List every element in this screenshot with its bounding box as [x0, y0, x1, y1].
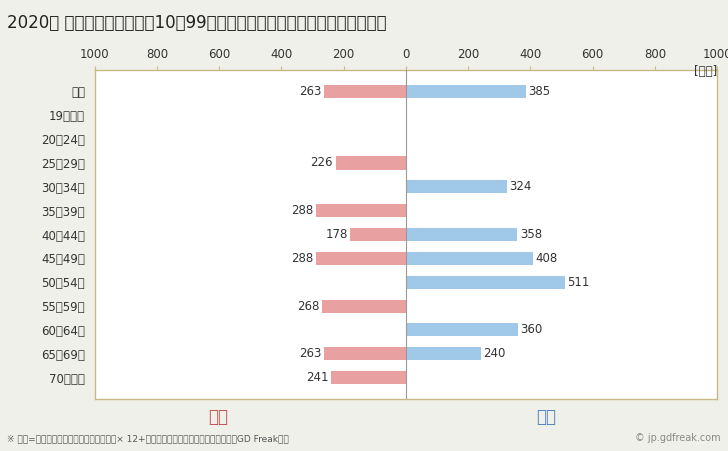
Text: 2020年 民間企業（従業者数10～99人）フルタイム労働者の男女別平均年収: 2020年 民間企業（従業者数10～99人）フルタイム労働者の男女別平均年収 [7, 14, 387, 32]
Text: [万円]: [万円] [694, 65, 717, 78]
Text: 241: 241 [306, 371, 328, 384]
Bar [406, 276, 565, 289]
Text: 240: 240 [483, 347, 505, 360]
Bar [316, 252, 406, 265]
Text: 511: 511 [567, 276, 590, 289]
Text: 263: 263 [299, 347, 322, 360]
Text: 268: 268 [298, 299, 320, 313]
Bar [323, 299, 406, 313]
Text: 263: 263 [299, 85, 322, 98]
Bar [406, 252, 533, 265]
Text: 女性: 女性 [208, 408, 229, 426]
Bar [406, 180, 507, 193]
Text: © jp.gdfreak.com: © jp.gdfreak.com [635, 433, 721, 443]
Text: 408: 408 [535, 252, 558, 265]
Bar [406, 347, 480, 360]
Bar [324, 347, 406, 360]
Text: 360: 360 [521, 323, 542, 336]
Text: 178: 178 [325, 228, 348, 241]
Text: 226: 226 [311, 156, 333, 170]
Bar [406, 323, 518, 336]
Bar [350, 228, 406, 241]
Bar [316, 204, 406, 217]
Text: 358: 358 [520, 228, 542, 241]
Bar [324, 85, 406, 98]
Bar [336, 156, 406, 170]
Text: 385: 385 [529, 85, 550, 98]
Text: 288: 288 [291, 204, 314, 217]
Text: 288: 288 [291, 252, 314, 265]
Bar [331, 371, 406, 384]
Text: 男性: 男性 [536, 408, 556, 426]
Bar [406, 85, 526, 98]
Bar [406, 228, 518, 241]
Text: 324: 324 [509, 180, 531, 193]
Text: ※ 年収=「きまって支給する現金給与額」× 12+「年間賞与その他特別給与額」としてGD Freak推計: ※ 年収=「きまって支給する現金給与額」× 12+「年間賞与その他特別給与額」と… [7, 434, 289, 443]
